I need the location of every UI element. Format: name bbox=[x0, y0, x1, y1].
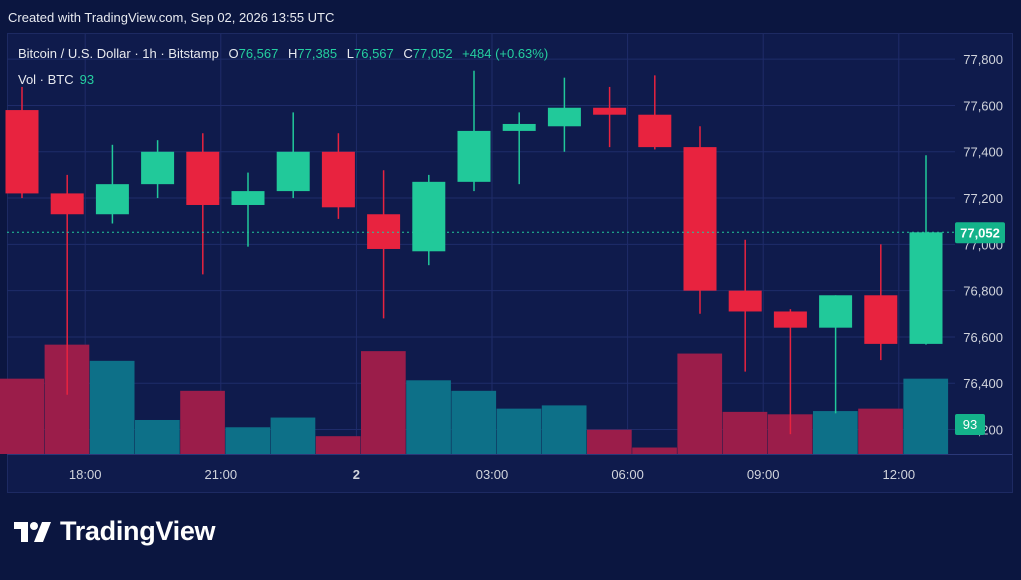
volume-bar bbox=[406, 380, 451, 454]
candle-body bbox=[773, 311, 807, 328]
volume-bar bbox=[135, 419, 180, 454]
volume-bar bbox=[361, 351, 406, 454]
y-tick-label: 76,400 bbox=[963, 376, 1003, 391]
tradingview-brand[interactable]: TradingView bbox=[12, 516, 216, 547]
chart-grid bbox=[7, 34, 955, 454]
low-value: 76,567 bbox=[354, 46, 394, 61]
x-tick-label: 2 bbox=[353, 467, 360, 482]
x-tick-label: 21:00 bbox=[205, 467, 238, 482]
x-tick-label: 09:00 bbox=[747, 467, 780, 482]
last-volume-badge bbox=[955, 414, 985, 435]
volume-bar bbox=[858, 408, 903, 454]
last-price-label: 77,052 bbox=[960, 225, 1000, 240]
open-value: 76,567 bbox=[238, 46, 279, 61]
x-tick-label: 03:00 bbox=[476, 467, 509, 482]
volume-bar bbox=[0, 378, 45, 454]
candle-body bbox=[457, 130, 491, 182]
close-value: 77,052 bbox=[412, 46, 453, 61]
last-price-badge bbox=[955, 222, 1005, 244]
high-value: 77,385 bbox=[297, 46, 338, 61]
candle-body bbox=[95, 184, 129, 215]
volume-bar bbox=[903, 378, 949, 454]
volume-legend[interactable]: Vol · BTC 93 bbox=[18, 72, 94, 87]
volume-bars bbox=[0, 344, 949, 454]
axes: 77,80077,60077,40077,20077,00076,80076,6… bbox=[7, 52, 1012, 482]
candle-body bbox=[231, 191, 265, 205]
y-tick-label: 77,200 bbox=[963, 191, 1003, 206]
volume-bar bbox=[225, 427, 271, 454]
tradingview-logo-icon bbox=[14, 521, 51, 542]
y-tick-label: 76,800 bbox=[963, 284, 1003, 299]
volume-bar bbox=[496, 408, 542, 454]
open-label: O bbox=[228, 46, 239, 61]
candle-body bbox=[141, 151, 175, 185]
created-with-text: Created with TradingView.com, Sep 02, 20… bbox=[8, 10, 335, 25]
candle-body bbox=[321, 151, 355, 208]
candle-body bbox=[367, 214, 401, 249]
volume-bar bbox=[722, 411, 768, 454]
last-volume-label: 93 bbox=[963, 417, 977, 432]
symbol-title: Bitcoin / U.S. Dollar · 1h · Bitstamp bbox=[18, 46, 219, 61]
volume-bar bbox=[813, 411, 858, 454]
brand-name: TradingView bbox=[60, 516, 216, 546]
symbol-legend[interactable]: Bitcoin / U.S. Dollar · 1h · Bitstamp O7… bbox=[18, 46, 548, 61]
x-tick-label: 18:00 bbox=[69, 467, 102, 482]
low-label: L bbox=[346, 46, 354, 61]
volume-bar bbox=[89, 360, 135, 454]
close-label: C bbox=[403, 46, 413, 61]
x-tick-label: 12:00 bbox=[883, 467, 916, 482]
candle-body bbox=[683, 147, 717, 291]
candle-body bbox=[50, 193, 84, 215]
candle-body bbox=[5, 110, 39, 194]
candle-body bbox=[593, 107, 627, 115]
y-tick-label: 77,800 bbox=[963, 52, 1003, 67]
candle-body bbox=[864, 295, 898, 344]
candle-body bbox=[909, 232, 943, 344]
candles bbox=[5, 70, 943, 435]
y-tick-label: 77,400 bbox=[963, 145, 1003, 160]
volume-label: Vol · BTC bbox=[18, 72, 74, 87]
candle-body bbox=[638, 114, 672, 148]
volume-bar bbox=[270, 417, 316, 454]
candle-body bbox=[276, 151, 310, 192]
candle-body bbox=[502, 123, 536, 131]
change-value: +484 (+0.63%) bbox=[462, 46, 549, 61]
volume-bar bbox=[632, 447, 677, 454]
volume-bar bbox=[587, 429, 632, 454]
candle-body bbox=[728, 290, 762, 312]
candle-body bbox=[819, 295, 853, 328]
volume-bar bbox=[541, 405, 587, 454]
volume-bar bbox=[451, 390, 497, 454]
y-tick-label: 76,600 bbox=[963, 330, 1003, 345]
y-tick-label: 77,600 bbox=[963, 98, 1003, 113]
volume-value: 93 bbox=[79, 72, 95, 87]
volume-bar bbox=[180, 390, 225, 454]
candle-body bbox=[547, 107, 581, 127]
candle-body bbox=[186, 151, 220, 205]
volume-bar bbox=[677, 353, 723, 454]
x-tick-label: 06:00 bbox=[611, 467, 644, 482]
candle-body bbox=[412, 181, 446, 252]
volume-bar bbox=[315, 436, 361, 454]
high-label: H bbox=[287, 46, 298, 61]
